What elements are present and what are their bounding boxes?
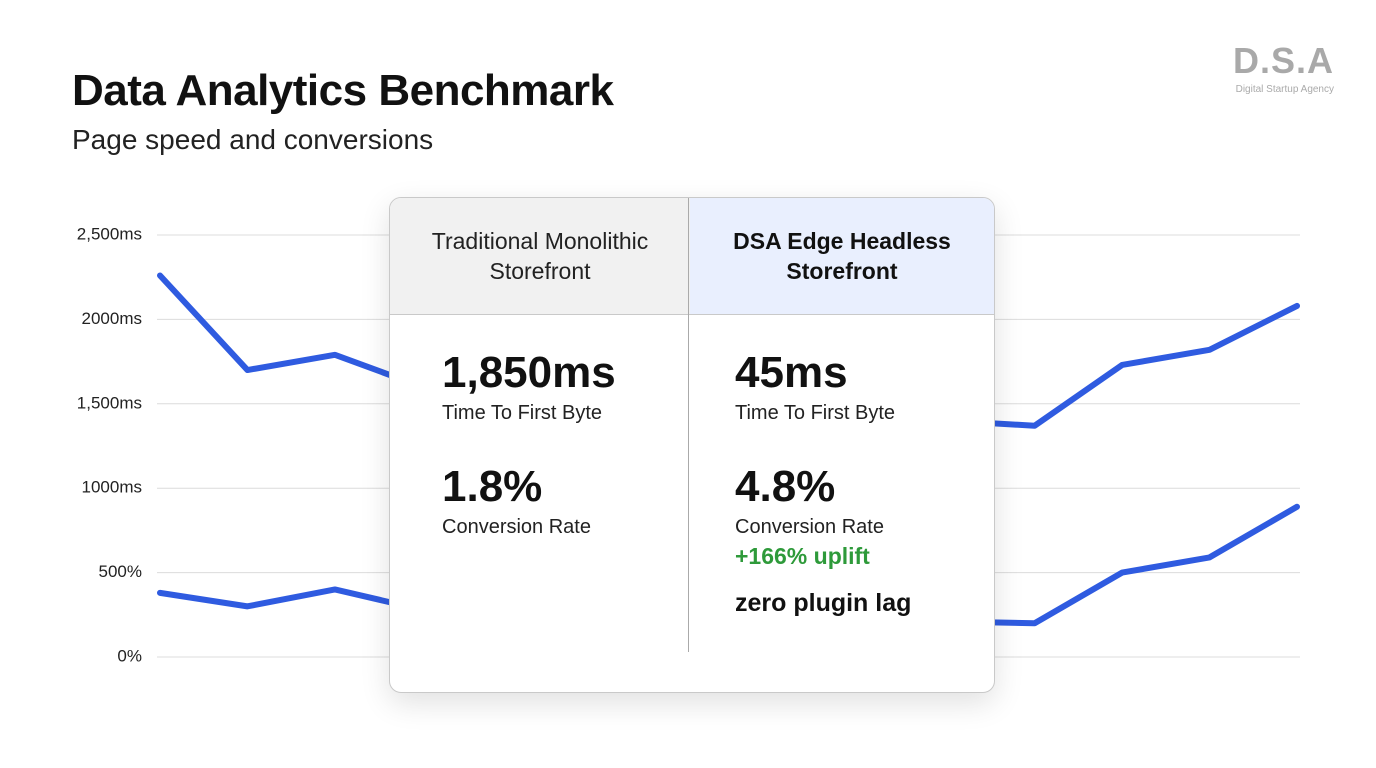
uplift: +166% uplift	[735, 543, 870, 569]
brand-name: D.S.A	[1232, 40, 1334, 81]
note: zero plugin lag	[735, 589, 912, 617]
chart-title: Data Analytics Benchmark	[72, 66, 614, 115]
metric-value: 1.8%	[442, 462, 543, 511]
metric-label: Time To First Byte	[735, 402, 896, 424]
metric-value: 1,850ms	[442, 348, 616, 397]
column: Traditional Monolithic Storefront 1,850m…	[390, 198, 690, 692]
metric-value: 4.8%	[735, 462, 836, 511]
column: DSA Edge Headless Storefront 45ms Time T…	[690, 198, 994, 692]
y-tick-label: 0%	[117, 646, 142, 665]
brand: D.S.A Digital Startup Agency	[1233, 40, 1334, 95]
y-tick-label: 2000ms	[82, 309, 142, 328]
y-tick-label: 1,500ms	[77, 393, 142, 412]
column-body: 1,850ms Time To First Byte 1.8% Conversi…	[390, 315, 690, 541]
metric-label: Conversion Rate	[442, 516, 591, 538]
y-tick-label: 1000ms	[82, 478, 142, 497]
column-body: 45ms Time To First Byte 4.8% Conversion …	[690, 315, 994, 618]
metric-label: Time To First Byte	[442, 402, 603, 424]
column-title: Traditional Monolithic Storefront	[390, 198, 690, 315]
divider	[688, 198, 689, 652]
metric-value: 45ms	[735, 348, 848, 397]
comparison-card: Traditional Monolithic Storefront 1,850m…	[389, 197, 995, 693]
metric-label: Conversion Rate	[735, 516, 884, 538]
y-tick-label: 2,500ms	[77, 224, 142, 243]
column-title: DSA Edge Headless Storefront	[690, 198, 994, 315]
brand-tagline: Digital Startup Agency	[1235, 84, 1334, 95]
chart-subtitle: Page speed and conversions	[72, 124, 434, 155]
y-tick-label: 500%	[99, 562, 142, 581]
